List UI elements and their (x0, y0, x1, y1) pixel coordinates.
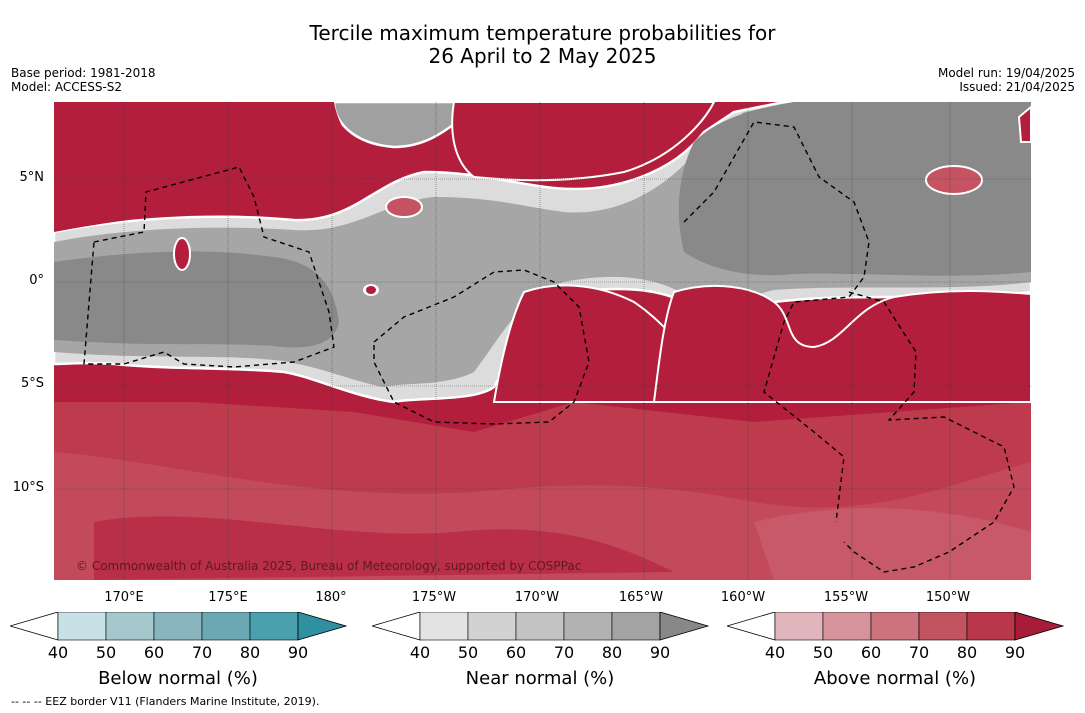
lon-label-150w: 150°W (925, 590, 971, 605)
lat-label-5s: 5°S (20, 376, 44, 391)
colorbar-below-segment (249, 612, 299, 641)
issued-date: Issued: 21/04/2025 (959, 80, 1075, 94)
eez-kiribati-gilbert (83, 166, 335, 368)
colorbar-near-tick: 40 (409, 643, 431, 662)
colorbar-near-title: Near normal (%) (465, 668, 615, 689)
probability-map: © Commonwealth of Australia 2025, Bureau… (54, 102, 1031, 580)
colorbar-near-tick: 90 (649, 643, 671, 662)
colorbar-near-over (659, 612, 710, 641)
colorbar-below-over (297, 612, 348, 641)
colorbar-near-segment (611, 612, 661, 641)
model-name: Model: ACCESS-S2 (11, 80, 123, 94)
colorbar-near-under (372, 612, 421, 641)
above-intrusion-north (451, 102, 716, 182)
colorbar-below-tick: 70 (191, 643, 213, 662)
colorbar-below-tick: 40 (47, 643, 69, 662)
colorbar-below-segment (201, 612, 251, 641)
lat-label-0: 0° (29, 273, 44, 288)
colorbar-below-segment (153, 612, 203, 641)
eez-french-poly (843, 291, 1015, 573)
lon-label-180: 180° (315, 590, 347, 605)
colorbar-below-tick: 50 (95, 643, 117, 662)
above-spot-1 (173, 237, 191, 271)
title-line-2: 26 April to 2 May 2025 (428, 44, 657, 68)
colorbar-above-segment (870, 612, 920, 641)
lon-label-175w: 175°W (411, 590, 457, 605)
chart-title: Tercile maximum temperature probabilitie… (0, 22, 1085, 68)
near-spot-1b (366, 286, 376, 294)
above-spot-3 (925, 165, 983, 195)
lon-label-160w: 160°W (720, 590, 766, 605)
lat-label-10s: 10°S (12, 480, 44, 495)
colorbar-above-title: Above normal (%) (813, 668, 977, 689)
colorbar-above-segment (774, 612, 824, 641)
above-nw (54, 102, 384, 232)
colorbar-above-under (727, 612, 776, 641)
colorbar-near-segment (515, 612, 565, 641)
colorbar-below-tick: 60 (143, 643, 165, 662)
lon-label-170e: 170°E (104, 590, 144, 605)
lat-label-5n: 5°N (19, 170, 45, 185)
colorbar-above-tick: 90 (1004, 643, 1026, 662)
title-line-1: Tercile maximum temperature probabilitie… (309, 21, 776, 45)
colorbar-above-segment (822, 612, 872, 641)
colorbar-below-tick: 80 (239, 643, 261, 662)
colorbar-below-segment (57, 612, 107, 641)
colorbar-above-tick: 80 (956, 643, 978, 662)
base-period: Base period: 1981-2018 (11, 66, 156, 80)
colorbar-above-tick: 70 (908, 643, 930, 662)
lon-label-155w: 155°W (823, 590, 869, 605)
colorbar-near-tick: 60 (505, 643, 527, 662)
colorbar-below (10, 612, 348, 641)
near-high-core-west (54, 251, 339, 348)
meta-right: Model run: 19/04/2025 Issued: 21/04/2025 (938, 66, 1075, 94)
model-run: Model run: 19/04/2025 (937, 66, 1075, 80)
colorbar-below-under (10, 612, 59, 641)
colorbar-above-segment (918, 612, 968, 641)
colorbar-near-swatches (372, 612, 710, 641)
colorbar-below-tick: 90 (287, 643, 309, 662)
above-spot-2 (385, 196, 423, 218)
eez-footnote: -- -- -- EEZ border V11 (Flanders Marine… (11, 695, 320, 708)
colorbar-above-tick: 60 (860, 643, 882, 662)
eez-kiribati-phoenix (373, 269, 590, 425)
lon-label-165w: 165°W (618, 590, 664, 605)
colorbar-above (727, 612, 1065, 641)
colorbar-near-tick: 50 (457, 643, 479, 662)
above-mid-patch-2 (94, 516, 674, 580)
colorbar-above-tick: 40 (764, 643, 786, 662)
colorbar-above-tick: 50 (812, 643, 834, 662)
colorbar-above-segment (966, 612, 1016, 641)
colorbar-near-tick: 70 (553, 643, 575, 662)
colorbar-near (372, 612, 710, 641)
colorbar-near-segment (563, 612, 613, 641)
colorbar-above-over (1014, 612, 1065, 641)
above-edge-ne (1017, 105, 1031, 143)
grid-lines (54, 102, 1031, 580)
colorbar-above-swatches (727, 612, 1065, 641)
lon-label-175e: 175°E (208, 590, 248, 605)
eez-borders (83, 121, 1015, 573)
colorbar-near-segment (467, 612, 517, 641)
colorbar-below-swatches (10, 612, 348, 641)
colorbar-below-title: Below normal (%) (98, 668, 258, 689)
colorbar-near-segment (419, 612, 469, 641)
near-high-core-east (678, 102, 1031, 276)
eez-kiribati-line (683, 121, 870, 523)
colorbar-below-segment (105, 612, 155, 641)
colorbar-near-tick: 80 (601, 643, 623, 662)
copyright-in-map: © Commonwealth of Australia 2025, Bureau… (76, 559, 581, 573)
meta-left: Base period: 1981-2018 Model: ACCESS-S2 (11, 66, 156, 94)
above-mid-patch-3 (754, 508, 1031, 580)
lon-label-170w: 170°W (514, 590, 560, 605)
